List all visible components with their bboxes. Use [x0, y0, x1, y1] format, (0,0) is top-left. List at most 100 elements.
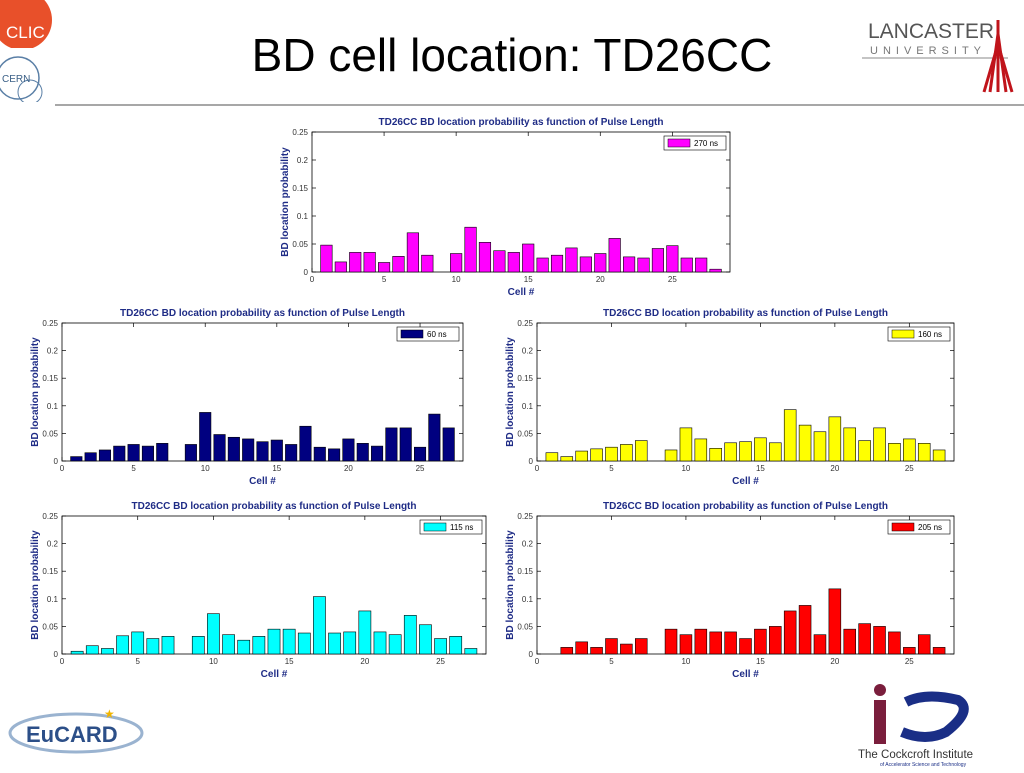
bar [146, 638, 160, 655]
bar [270, 439, 283, 462]
bar [917, 443, 931, 462]
bar [694, 628, 708, 655]
bar [363, 252, 376, 273]
y-tick-label: 0 [54, 457, 59, 466]
bar [560, 456, 574, 462]
bar [84, 452, 97, 462]
y-tick-label: 0.05 [517, 622, 533, 631]
bar [285, 444, 298, 462]
bar [101, 648, 114, 655]
chart-115ns-svg: 0 0.05 0.1 0.15 0.2 0.25 0 5 10 15 20 25 TD26CC BD l… [30, 501, 487, 680]
bar [414, 446, 427, 462]
bar [651, 248, 664, 273]
bar [739, 441, 752, 462]
bar [679, 427, 693, 462]
y-tick-label: 0.15 [292, 184, 308, 193]
bar [161, 636, 175, 655]
legend-label: 115 ns [450, 523, 473, 532]
y-axis-label: BD location probability [280, 147, 291, 257]
y-tick-label: 0.15 [517, 567, 533, 576]
bar [313, 446, 326, 462]
y-tick-label: 0 [304, 268, 309, 277]
bar [594, 253, 607, 273]
bar [903, 438, 916, 462]
bar [356, 443, 369, 462]
bar [199, 412, 212, 462]
x-tick-label: 25 [905, 464, 914, 473]
bar [888, 443, 901, 462]
bar [545, 452, 559, 462]
bar [620, 444, 633, 462]
x-tick-label: 0 [60, 464, 65, 473]
bar [328, 632, 341, 655]
bar [493, 250, 506, 273]
bar [575, 641, 588, 655]
bar [403, 615, 417, 655]
cockcroft-institute-logo: The Cockcroft Institute of Accelerator S… [846, 682, 1016, 768]
y-tick-label: 0.25 [517, 512, 533, 521]
lancaster-logo-line2: UNIVERSITY [870, 45, 986, 57]
bar [754, 437, 767, 462]
bar [184, 444, 197, 462]
bar [634, 440, 648, 462]
chart-205ns: 0 0.05 0.1 0.15 0.2 0.25 0 5 10 15 20 25 TD26CC BD l… [500, 494, 960, 684]
bar [385, 427, 398, 462]
bar [113, 445, 126, 462]
bar [536, 257, 549, 273]
bar [282, 628, 296, 655]
x-tick-label: 15 [285, 657, 294, 666]
bar [695, 257, 708, 273]
x-tick-label: 25 [436, 657, 445, 666]
bar [550, 254, 564, 273]
x-tick-label: 5 [609, 464, 614, 473]
bar [70, 456, 83, 462]
bar [873, 427, 886, 462]
x-tick-label: 20 [360, 657, 369, 666]
bar [932, 647, 946, 655]
bar [242, 438, 255, 462]
chart-160ns-svg: 0 0.05 0.1 0.15 0.2 0.25 0 5 10 15 20 25 TD26CC BD l… [505, 308, 955, 487]
chart-115ns: 0 0.05 0.1 0.15 0.2 0.25 0 5 10 15 20 25 TD26CC BD l… [26, 494, 491, 684]
chart-205ns-svg: 0 0.05 0.1 0.15 0.2 0.25 0 5 10 15 20 25 TD26CC BD l… [505, 501, 955, 680]
cockcroft-logo-line2: of Accelerator Science and Technology [880, 762, 967, 768]
cockcroft-logo-line1: The Cockcroft Institute [858, 749, 973, 761]
bar [828, 588, 842, 655]
bar [237, 639, 251, 655]
clic-logo-text: CLIC [6, 23, 45, 42]
y-tick-label: 0.1 [297, 212, 309, 221]
bar [419, 624, 432, 655]
x-tick-label: 25 [905, 657, 914, 666]
slide-title: BD cell location: TD26CC [251, 29, 773, 81]
bar [191, 636, 205, 655]
bar [843, 427, 857, 462]
bar [399, 427, 412, 462]
bar [560, 647, 574, 655]
x-tick-label: 0 [535, 464, 540, 473]
y-tick-label: 0.1 [522, 595, 534, 604]
bar [349, 252, 362, 273]
chart-160ns: 0 0.05 0.1 0.15 0.2 0.25 0 5 10 15 20 25 TD26CC BD l… [500, 300, 960, 490]
chart-270ns-svg: 0 0.05 0.1 0.15 0.2 0.25 0 5 10 15 20 25 TD26CC BD l… [280, 117, 731, 298]
bar [664, 449, 678, 462]
legend-label: 160 ns [918, 330, 942, 339]
bar [131, 631, 145, 655]
bar [313, 596, 326, 655]
y-axis-label: BD location probability [505, 337, 516, 447]
x-tick-label: 15 [756, 657, 765, 666]
bar [85, 645, 99, 655]
bar [127, 444, 140, 462]
bar [207, 613, 220, 655]
x-tick-label: 5 [609, 657, 614, 666]
y-tick-label: 0.05 [517, 429, 533, 438]
y-tick-label: 0.2 [47, 347, 59, 356]
y-axis-label: BD location probability [505, 530, 516, 640]
y-tick-label: 0.25 [292, 128, 308, 137]
bar [798, 424, 812, 462]
chart-60ns-svg: 0 0.05 0.1 0.15 0.2 0.25 0 5 10 15 20 25 TD26CC BD l… [30, 308, 464, 487]
x-tick-label: 0 [535, 657, 540, 666]
x-tick-label: 5 [135, 657, 140, 666]
x-axis-label: Cell # [508, 287, 535, 298]
bar [434, 638, 447, 655]
x-tick-label: 25 [416, 464, 425, 473]
bar [371, 445, 384, 462]
